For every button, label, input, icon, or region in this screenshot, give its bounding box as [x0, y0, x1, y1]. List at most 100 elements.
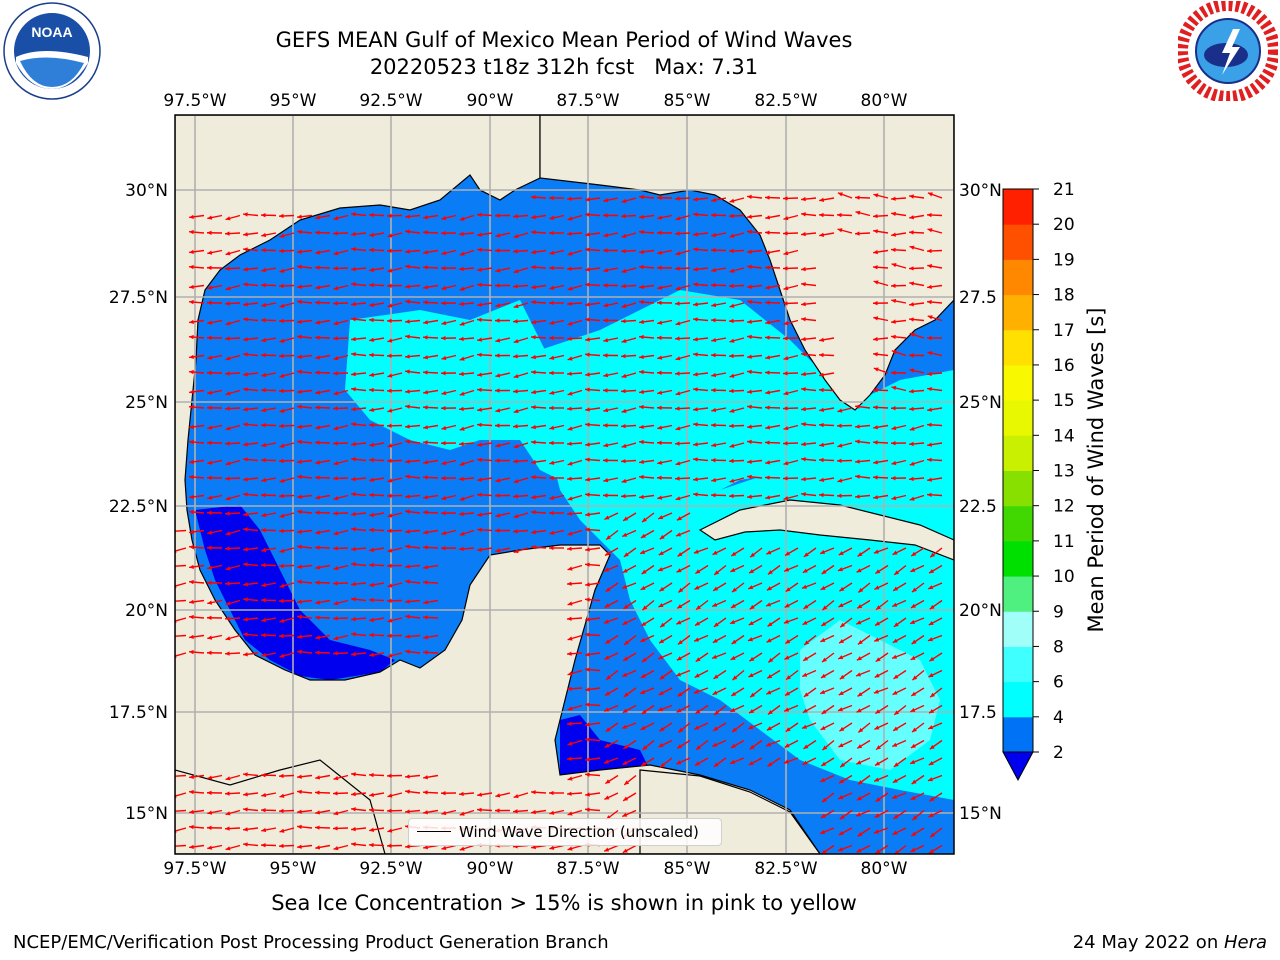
- wave-arrow: [386, 773, 403, 778]
- wave-arrow: [260, 598, 277, 603]
- wave-arrow: [585, 337, 601, 342]
- wave-arrow: [602, 248, 619, 253]
- wave-arrow: [839, 669, 853, 680]
- wave-arrow: [405, 354, 421, 359]
- wave-arrow: [386, 808, 403, 813]
- wave-arrow: [567, 214, 583, 221]
- wave-arrow: [873, 547, 889, 554]
- wave-arrow: [387, 827, 403, 833]
- wave-arrow: [188, 229, 205, 235]
- wave-arrow: [549, 265, 564, 271]
- wave-arrow: [927, 351, 943, 357]
- wave-arrow: [405, 369, 421, 374]
- wave-arrow: [188, 544, 205, 550]
- wave-arrow: [603, 197, 619, 203]
- wave-arrow: [567, 669, 583, 676]
- wave-arrow: [584, 387, 601, 392]
- wave-arrow: [873, 280, 889, 287]
- wave-arrow: [747, 634, 763, 642]
- wave-arrow: [476, 492, 493, 498]
- wave-arrow: [369, 442, 385, 447]
- wave-arrow: [423, 389, 439, 395]
- wave-arrow: [622, 844, 637, 854]
- wave-arrow: [659, 757, 673, 768]
- wave-arrow: [332, 336, 349, 341]
- wave-arrow: [314, 335, 331, 340]
- wave-arrow: [639, 389, 655, 395]
- wave-arrow: [657, 424, 673, 430]
- wave-arrow: [278, 213, 295, 219]
- wave-arrow: [801, 406, 817, 412]
- wave-arrow: [368, 632, 385, 638]
- wave-arrow: [641, 652, 655, 663]
- lon-label-bottom: 82.5°W: [754, 859, 817, 879]
- wave-arrow: [730, 599, 745, 609]
- wave-arrow: [297, 214, 313, 219]
- wave-arrow: [891, 792, 907, 800]
- footer-credit: NCEP/EMC/Verification Post Processing Pr…: [13, 932, 609, 953]
- wave-arrow: [368, 457, 385, 463]
- wave-arrow: [494, 808, 511, 813]
- wave-arrow: [910, 739, 925, 749]
- wave-arrow: [549, 475, 564, 481]
- legend-line-swatch: [417, 831, 451, 832]
- wave-arrow: [909, 424, 925, 431]
- wave-arrow: [911, 722, 925, 733]
- wave-arrow: [422, 580, 439, 585]
- wave-arrow: [801, 422, 817, 427]
- wave-arrow: [855, 439, 871, 444]
- wave-arrow: [315, 599, 331, 605]
- wave-arrow: [801, 336, 817, 342]
- wave-arrow: [531, 494, 547, 500]
- wave-arrow: [747, 354, 763, 359]
- wave-arrow: [837, 407, 853, 413]
- legend-text: Wind Wave Direction (unscaled): [459, 823, 699, 841]
- wave-arrow: [369, 372, 385, 377]
- wave-arrow: [710, 213, 727, 218]
- wave-arrow: [225, 249, 241, 256]
- wave-arrow: [459, 354, 475, 361]
- wave-arrow: [765, 249, 781, 255]
- wave-arrow: [621, 337, 637, 343]
- lat-label-right: 20°N: [959, 601, 1002, 621]
- wave-arrow: [189, 529, 205, 535]
- wave-arrow: [927, 315, 943, 322]
- wave-arrow: [368, 562, 385, 568]
- wave-arrow: [929, 547, 943, 558]
- wave-arrow: [927, 634, 943, 642]
- wave-arrow: [783, 757, 799, 764]
- colorbar-segment: [1003, 189, 1033, 225]
- wave-arrow: [836, 212, 853, 218]
- wave-arrow: [818, 422, 835, 428]
- wave-arrow: [386, 458, 403, 463]
- wave-arrow: [892, 722, 907, 732]
- wave-arrow: [386, 283, 403, 288]
- wave-arrow: [926, 212, 943, 218]
- wave-arrow: [766, 634, 781, 643]
- wave-arrow: [332, 546, 349, 551]
- wave-arrow: [713, 669, 727, 680]
- wave-arrow: [911, 809, 925, 821]
- wave-arrow: [207, 249, 223, 255]
- wave-arrow: [369, 337, 385, 342]
- wave-arrow: [857, 634, 871, 645]
- wave-arrow: [747, 722, 763, 730]
- wave-arrow: [260, 283, 277, 288]
- wave-arrow: [748, 704, 763, 714]
- wave-arrow: [351, 842, 367, 847]
- wave-arrow: [839, 617, 853, 628]
- wave-arrow: [585, 547, 601, 552]
- wave-arrow: [207, 809, 223, 815]
- wave-arrow: [405, 789, 421, 794]
- wave-arrow: [891, 424, 907, 431]
- wave-arrow: [674, 371, 691, 376]
- wave-arrow: [206, 440, 223, 445]
- wave-arrow: [549, 300, 564, 306]
- wave-arrow: [604, 792, 619, 800]
- wave-arrow: [803, 687, 817, 698]
- wave-arrow: [693, 352, 709, 357]
- wave-arrow: [405, 579, 421, 584]
- wave-arrow: [782, 476, 799, 481]
- wave-arrow: [369, 652, 385, 657]
- wave-arrow: [368, 492, 385, 498]
